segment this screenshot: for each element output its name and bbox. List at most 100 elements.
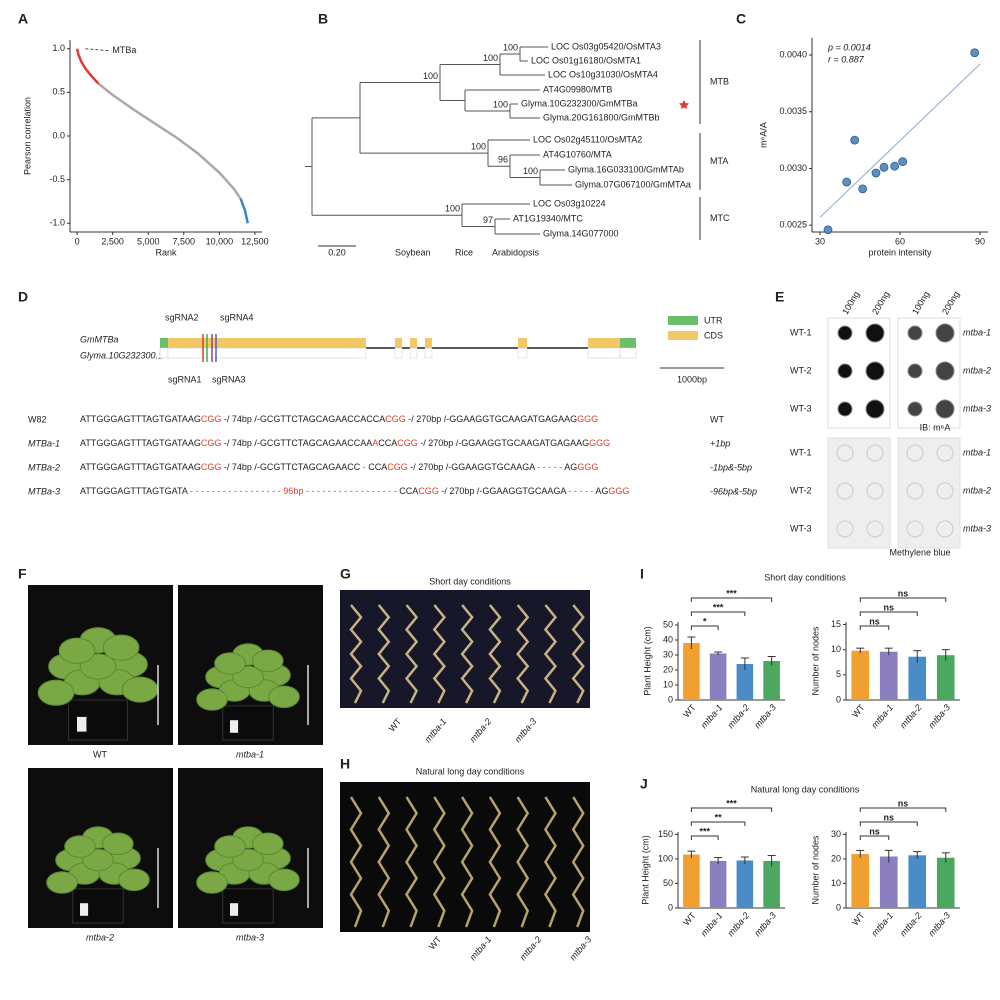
blot-dot: [936, 520, 954, 538]
exon: [168, 338, 366, 348]
blot-dot: [837, 325, 853, 341]
y-tick-label: 30: [663, 649, 673, 659]
panel-label: E: [775, 289, 784, 305]
exon-lower: [409, 347, 418, 359]
tag: [230, 903, 239, 916]
sequence-part: -/ 270bp /-GGAAGGTGCAAGATGAGAAG: [406, 414, 577, 424]
data-point: [858, 184, 868, 194]
genotype-name: MTBa-1: [28, 438, 60, 448]
x-tick-label: mtba-2: [898, 702, 924, 730]
sequence-part: CGG: [201, 414, 222, 424]
sequence-part: -: [360, 462, 368, 472]
y-tick-label: 0: [836, 694, 841, 704]
significance-bracket: [859, 821, 918, 826]
bar: [936, 655, 955, 700]
blot-dot: [936, 444, 954, 462]
bar: [763, 860, 780, 908]
stat-annotation: r = 0.887: [828, 54, 865, 64]
genotype-label: mtba-1: [468, 934, 494, 962]
genotype-name: W82: [28, 414, 47, 424]
blot-dot: [866, 482, 884, 500]
exon-lower: [517, 347, 528, 359]
leaf-label: LOC Os02g45110/OsMTA2: [533, 134, 642, 144]
leaf: [121, 676, 159, 703]
y-tick-label: 0: [836, 902, 841, 912]
sequence-part: CCA: [399, 486, 418, 496]
legend-utr: [668, 316, 698, 325]
sequence-part: CGG: [385, 414, 406, 424]
photo-title: Short day conditions: [429, 576, 511, 586]
leaf-label: Glyma.16G033100/GmMTAb: [568, 164, 684, 174]
sequence-part: CCA: [378, 438, 397, 448]
sequence-part: -/ 74bp /-GCGTTCTAGCAGAACC: [221, 462, 360, 472]
significance-label: ***: [726, 588, 737, 598]
tag: [230, 720, 239, 733]
significance-bracket: [690, 611, 746, 616]
x-tick-label: mtba-1: [869, 910, 895, 938]
annotation: MTBa: [112, 45, 136, 55]
blot-caption: IB: m⁶A: [920, 422, 951, 432]
significance-bracket: [690, 597, 773, 602]
edit-result: -1bp&-5bp: [710, 462, 752, 472]
sequence-part: - - - - -: [535, 462, 565, 472]
sample-label: WT-2: [790, 485, 812, 495]
plant-stalk: [432, 604, 446, 704]
blot-dot: [907, 401, 923, 417]
data-point: [850, 135, 860, 145]
tag: [77, 716, 87, 732]
blot-caption: Methylene blue: [889, 547, 950, 557]
sequence-part: -/ 270bp /-GGAAGGTGCAAGA: [439, 486, 567, 496]
genotype-label: WT: [387, 716, 404, 734]
exon-lower: [159, 347, 169, 359]
data-point: [898, 157, 908, 167]
bootstrap-value: 100: [503, 42, 518, 52]
sgrna-label: sgRNA1: [168, 374, 202, 384]
sample-label: WT-3: [790, 403, 812, 413]
sequence-part: -/ 270bp /-GGAAGGTGCAAGATGAGAAG: [418, 438, 589, 448]
y-tick-label: 0.0030: [779, 163, 807, 173]
panel-label: H: [340, 756, 350, 772]
y-tick-label: 0.0040: [779, 49, 807, 59]
sample-label: mtba-2: [963, 485, 991, 495]
sample-label: mtba-2: [963, 365, 991, 375]
bootstrap-value: 100: [523, 166, 538, 176]
legend-label: UTR: [704, 315, 723, 325]
y-tick-label: 40: [663, 634, 673, 644]
data-point: [842, 177, 852, 187]
sample-label: mtba-1: [963, 447, 991, 457]
bootstrap-value: 97: [483, 215, 493, 225]
x-tick-label: mtba-3: [926, 702, 952, 730]
genotype-name: MTBa-3: [28, 486, 60, 496]
x-tick-label: 90: [975, 236, 985, 246]
sample-label: mtba-3: [963, 523, 991, 533]
correlation-curve: [75, 48, 100, 85]
sequence-part: CGG: [201, 462, 222, 472]
panel-label: G: [340, 566, 351, 582]
blot-dot: [837, 401, 853, 417]
x-tick-label: mtba-1: [699, 702, 725, 730]
plant-stalk: [516, 604, 530, 704]
x-tick-label: mtba-3: [752, 702, 778, 730]
sequence: ATTGGGAGTTTAGTGATA - - - - - - - - - - -…: [80, 486, 629, 496]
y-tick-label: 0.0: [52, 130, 65, 140]
blot-dot: [935, 361, 955, 381]
significance-bracket: [690, 625, 719, 630]
sequence-part: -/ 74bp /-GCGTTCTAGCAGAACCACCA: [221, 414, 385, 424]
significance-bracket: [859, 625, 890, 630]
genotype-label: mtba-1: [236, 749, 264, 759]
sequence-part: GGG: [577, 414, 598, 424]
data-point: [871, 168, 881, 178]
y-axis-label: Number of nodes: [810, 835, 820, 905]
panel-label: J: [640, 776, 648, 792]
panel-label: I: [640, 566, 644, 582]
sgrna-label: sgRNA4: [220, 312, 254, 322]
plant-stalk: [571, 796, 585, 928]
significance-label: ns: [898, 798, 909, 808]
clade-label: MTA: [710, 156, 728, 166]
leaf-label: AT1G19340/MTC: [513, 213, 583, 223]
transcript-name: Glyma.10G232300.1: [80, 350, 163, 360]
y-tick-label: 10: [831, 878, 841, 888]
genotype-label: mtba-2: [86, 932, 114, 942]
blot-dot: [935, 323, 955, 343]
